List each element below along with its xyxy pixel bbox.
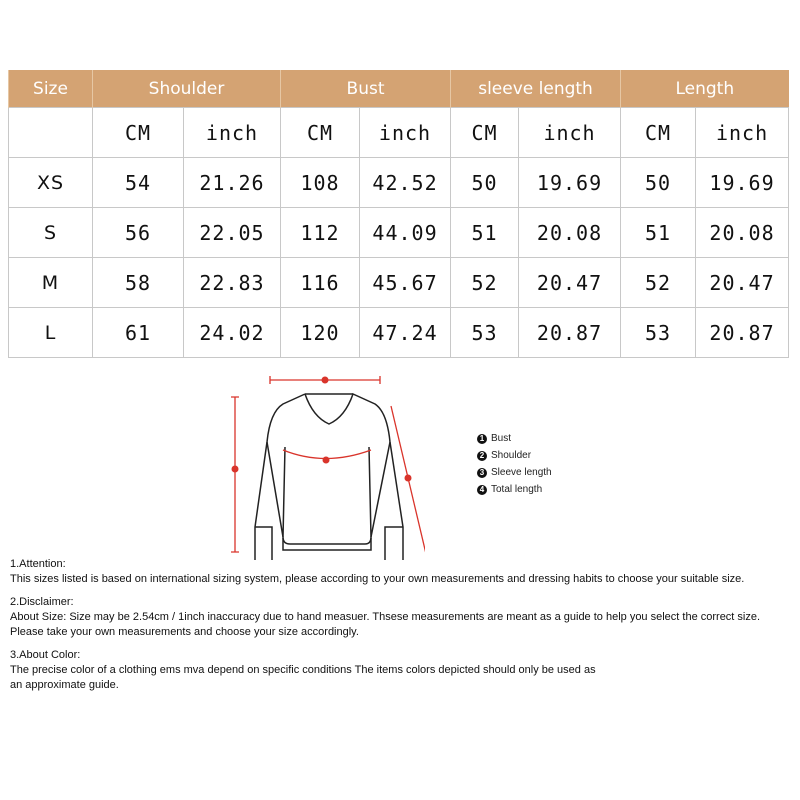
value-cell: 58 (92, 257, 184, 308)
unit-cell: CM (92, 107, 184, 158)
legend-item: 1 Bust (477, 430, 552, 447)
value-cell: 21.26 (182, 157, 282, 208)
value-cell: 51 (620, 207, 697, 258)
value-cell: 19.69 (518, 157, 622, 208)
value-cell: 53 (620, 307, 697, 358)
legend-label: Bust (491, 433, 512, 444)
value-cell: 22.83 (182, 257, 282, 308)
legend-item: 3 Sleeve length (477, 464, 552, 481)
note-line: The precise color of a clothing ems mva … (10, 664, 596, 676)
size-cell: M (8, 257, 93, 308)
value-cell: 50 (450, 157, 520, 208)
value-cell: 24.02 (182, 307, 282, 358)
note-line: Please take your own measurements and ch… (10, 626, 359, 638)
note-line: an approximate guide. (10, 679, 119, 691)
header-sleeve-length: sleeve length (450, 70, 621, 108)
unit-cell: inch (518, 107, 622, 158)
sweater-outline (254, 392, 404, 560)
header-shoulder: Shoulder (91, 70, 281, 108)
note-title: 2.Disclaimer: (10, 596, 74, 608)
legend-item: 2 Shoulder (477, 447, 552, 464)
note-line: About Size: Size may be 2.54cm / 1inch i… (10, 611, 761, 623)
unit-cell: inch (182, 107, 282, 158)
value-cell: 20.47 (518, 257, 622, 308)
note-title: 1.Attention: (10, 558, 66, 570)
legend-label: Total length (491, 484, 543, 495)
table-row: S 56 22.05 112 44.09 51 20.08 51 20.08 (8, 207, 790, 258)
table-row: M 58 22.83 116 45.67 52 20.47 52 20.47 (8, 257, 790, 308)
number-badge-icon: 1 (477, 433, 487, 444)
value-cell: 44.09 (359, 207, 452, 258)
unit-cell: inch (695, 107, 790, 158)
note: 1.Attention: This sizes listed is based o… (10, 557, 800, 587)
value-cell: 20.08 (518, 207, 622, 258)
table-row: XS 54 21.26 108 42.52 50 19.69 50 19.69 (8, 157, 790, 208)
table-row: L 61 24.02 120 47.24 53 20.87 53 20.87 (8, 307, 790, 358)
value-cell: 51 (450, 207, 520, 258)
value-cell: 56 (92, 207, 184, 258)
value-cell: 47.24 (359, 307, 452, 358)
header-size: Size (8, 70, 93, 108)
value-cell: 45.67 (359, 257, 452, 308)
size-cell: L (8, 307, 93, 358)
header-length: Length (620, 70, 789, 108)
value-cell: 116 (280, 257, 361, 308)
value-cell: 54 (92, 157, 184, 208)
number-badge-icon: 2 (477, 450, 487, 461)
unit-cell: CM (620, 107, 697, 158)
unit-cell: CM (280, 107, 361, 158)
note: 3.About Color: The precise color of a clo… (10, 648, 800, 693)
value-cell: 20.47 (695, 257, 790, 308)
value-cell: 22.05 (182, 207, 282, 258)
note-title: 3.About Color: (10, 649, 81, 661)
value-cell: 42.52 (359, 157, 452, 208)
value-cell: 20.87 (518, 307, 622, 358)
unit-cell: CM (450, 107, 520, 158)
empty-cell (8, 107, 93, 158)
number-badge-icon: 3 (477, 467, 487, 478)
value-cell: 50 (620, 157, 697, 208)
value-cell: 20.87 (695, 307, 790, 358)
note: 2.Disclaimer: About Size: Size may be 2.5… (10, 595, 800, 640)
header-bust: Bust (280, 70, 451, 108)
diagram-legend: 1 Bust 2 Shoulder 3 Sleeve length 4 Total lengt… (477, 430, 552, 498)
units-row: CM inch CM inch CM inch CM inch (8, 107, 790, 158)
number-badge-icon: 4 (477, 484, 487, 495)
sweater-diagram (231, 376, 425, 560)
value-cell: 20.08 (695, 207, 790, 258)
value-cell: 53 (450, 307, 520, 358)
header-row: Size Shoulder Bust sleeve length Length (8, 70, 789, 108)
legend-item: 4 Total length (477, 481, 552, 498)
size-cell: XS (8, 157, 93, 208)
value-cell: 52 (450, 257, 520, 308)
measure-lines (231, 376, 425, 553)
legend-label: Shoulder (491, 450, 532, 461)
size-chart-table: Size Shoulder Bust sleeve length Length … (8, 70, 790, 358)
legend-label: Sleeve length (491, 467, 552, 478)
notes-section: 1.Attention: This sizes listed is based o… (10, 557, 800, 701)
measure-markers (231, 376, 412, 482)
unit-cell: inch (359, 107, 452, 158)
value-cell: 61 (92, 307, 184, 358)
value-cell: 19.69 (695, 157, 790, 208)
value-cell: 52 (620, 257, 697, 308)
value-cell: 108 (280, 157, 361, 208)
value-cell: 120 (280, 307, 361, 358)
size-cell: S (8, 207, 93, 258)
value-cell: 112 (280, 207, 361, 258)
note-line: This sizes listed is based on internatio… (10, 573, 745, 585)
